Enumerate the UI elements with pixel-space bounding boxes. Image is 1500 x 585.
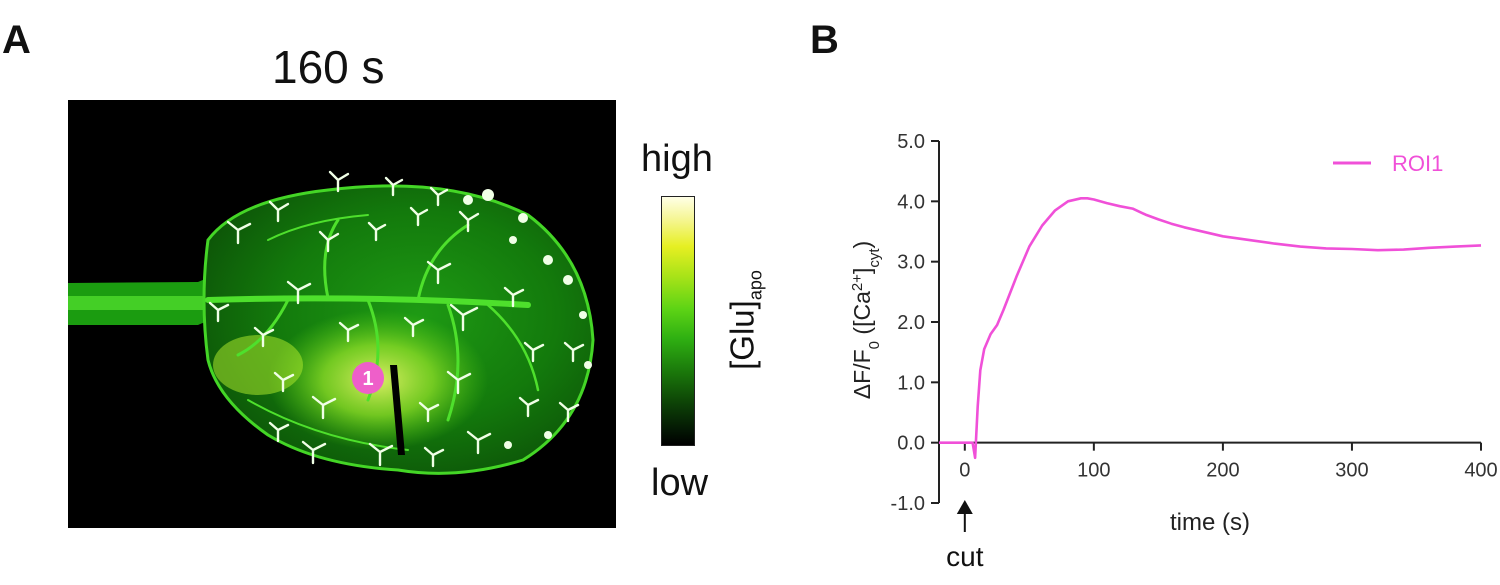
y-axis-label-part: ΔF/F — [849, 349, 875, 399]
y-tick-label: 0.0 — [897, 433, 925, 455]
chart-series — [939, 197, 1482, 460]
leaf-cut — [390, 365, 405, 455]
leaf-fluorescence-image — [68, 100, 616, 528]
trichomes — [208, 170, 585, 468]
x-tick-label: 400 — [1464, 460, 1497, 482]
cut-arrow-head — [956, 500, 973, 514]
trichome-dots — [463, 189, 592, 449]
y-axis-label-part: 2+ — [849, 274, 866, 291]
chart-axes — [938, 141, 1481, 503]
y-tick-label: 3.0 — [897, 252, 925, 274]
y-axis-label-part: ] — [849, 268, 875, 274]
x-axis-label: time (s) — [1170, 509, 1250, 536]
y-axis-label-part: cyt — [866, 248, 883, 268]
x-tick-label: 200 — [1206, 460, 1239, 482]
colorbar — [661, 196, 695, 446]
panel-b-label: B — [810, 18, 839, 62]
y-tick-label: 4.0 — [897, 191, 925, 213]
cut-annotation-label: cut — [946, 541, 984, 572]
roi-marker: 1 — [352, 362, 384, 394]
x-tick-label: 0 — [959, 460, 970, 482]
colorbar-high-label: high — [641, 138, 713, 180]
x-tick-label: 300 — [1335, 460, 1368, 482]
timepoint-label: 160 s — [272, 41, 385, 93]
roi-marker-label: 1 — [362, 368, 373, 390]
x-tick-label: 100 — [1077, 460, 1110, 482]
y-axis-label-part: ) — [849, 241, 875, 249]
y-axis-label-part: 0 — [866, 341, 883, 349]
y-tick-label: 1.0 — [897, 372, 925, 394]
panel-a-label: A — [2, 18, 31, 62]
y-tick-label: 2.0 — [897, 312, 925, 334]
y-axis-label-part: ([Ca — [849, 291, 875, 341]
petiole — [68, 250, 233, 335]
chart-ticks: -1.0 0.0 1.0 2.0 3.0 4.0 5.0 0 100 200 300 400 — [891, 131, 1498, 515]
colorbar-low-label: low — [651, 462, 709, 504]
chart-legend: ROI1 — [1333, 151, 1443, 176]
y-axis-label: ΔF/F0 ([Ca2+]cyt) — [849, 241, 883, 399]
series-line-roi1 — [939, 197, 1482, 460]
y-tick-label: -1.0 — [891, 493, 925, 515]
y-tick-label: 5.0 — [897, 131, 925, 153]
chart-annotation: cut — [946, 500, 984, 572]
legend-label-roi1: ROI1 — [1392, 151, 1443, 176]
